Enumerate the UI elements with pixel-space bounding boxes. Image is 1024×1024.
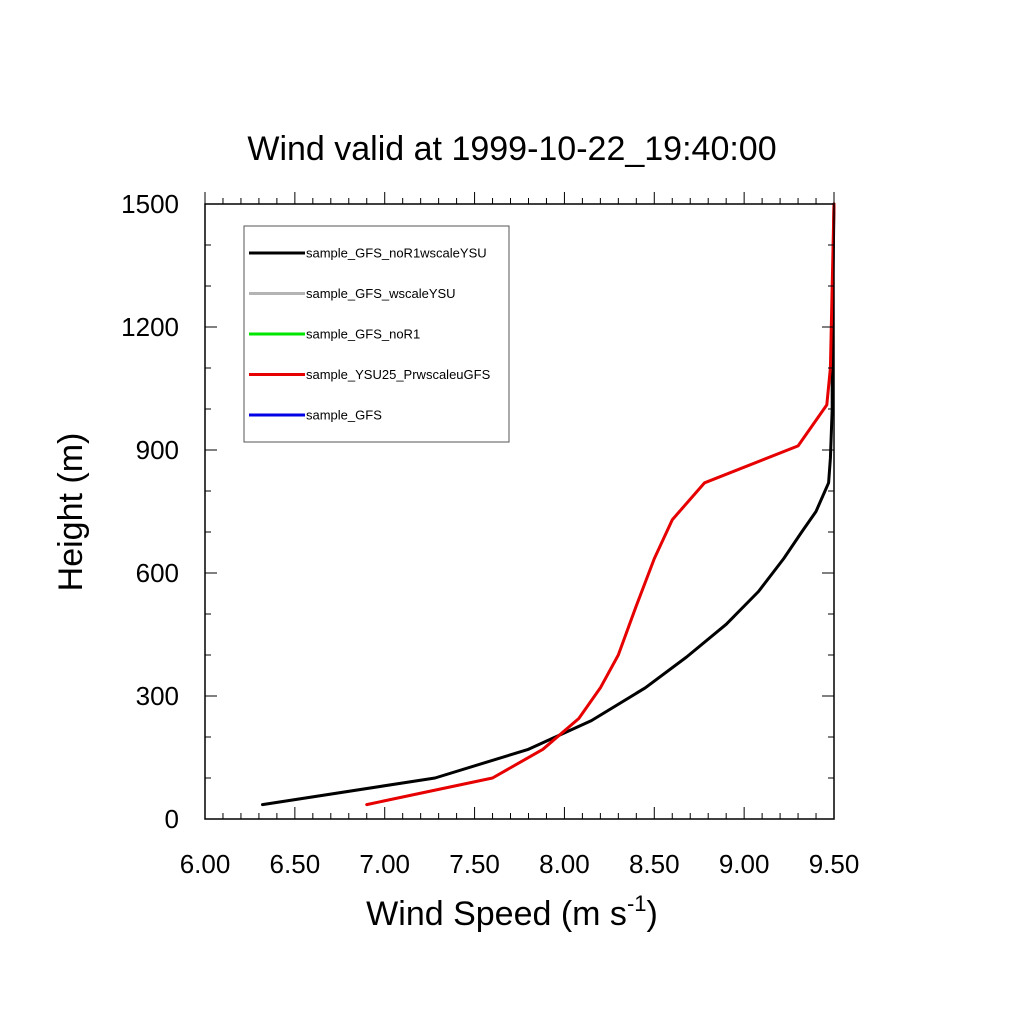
y-tick-label: 1200 <box>121 312 179 342</box>
x-axis-title-superscript: -1 <box>627 891 647 916</box>
x-axis-title-suffix: ) <box>647 895 658 933</box>
legend-label: sample_GFS_wscaleYSU <box>306 286 456 301</box>
x-tick-label: 9.50 <box>809 849 860 879</box>
plot-frame <box>204 203 835 820</box>
x-tick-label: 6.50 <box>270 849 321 879</box>
series-line <box>261 202 836 807</box>
x-axis-title-main: Wind Speed (m s <box>366 895 627 933</box>
x-axis-title: Wind Speed (m s-1) <box>366 891 658 933</box>
x-axis-tick-labels: 6.00 6.50 7.00 7.50 8.00 8.50 9.00 9.50 <box>180 849 860 879</box>
y-axis-ticks <box>205 203 834 820</box>
y-tick-label: 1500 <box>121 189 179 219</box>
y-tick-label: 300 <box>136 681 179 711</box>
legend-label: sample_GFS_noR1 <box>306 327 420 342</box>
legend-label: sample_GFS_noR1wscaleYSU <box>306 246 487 261</box>
x-tick-label: 8.00 <box>539 849 590 879</box>
y-tick-label: 600 <box>136 558 179 588</box>
series-line <box>365 202 836 807</box>
y-axis-title: Height (m) <box>52 433 90 592</box>
x-tick-label: 8.50 <box>629 849 680 879</box>
y-tick-label: 0 <box>165 804 179 834</box>
x-tick-label: 7.50 <box>449 849 500 879</box>
x-axis-ticks <box>204 192 835 819</box>
x-tick-label: 6.00 <box>180 849 231 879</box>
legend-label: sample_YSU25_PrwscaleuGFS <box>306 367 491 382</box>
y-tick-label: 900 <box>136 435 179 465</box>
legend-label: sample_GFS <box>306 408 382 423</box>
chart-title: Wind valid at 1999-10-22_19:40:00 <box>247 130 776 168</box>
series-layer <box>261 202 836 807</box>
x-tick-label: 7.00 <box>359 849 410 879</box>
y-axis-tick-labels: 0 300 600 900 1200 1500 <box>121 189 179 834</box>
legend: sample_GFS_noR1wscaleYSU sample_GFS_wscal… <box>243 225 510 443</box>
x-tick-label: 9.00 <box>719 849 770 879</box>
